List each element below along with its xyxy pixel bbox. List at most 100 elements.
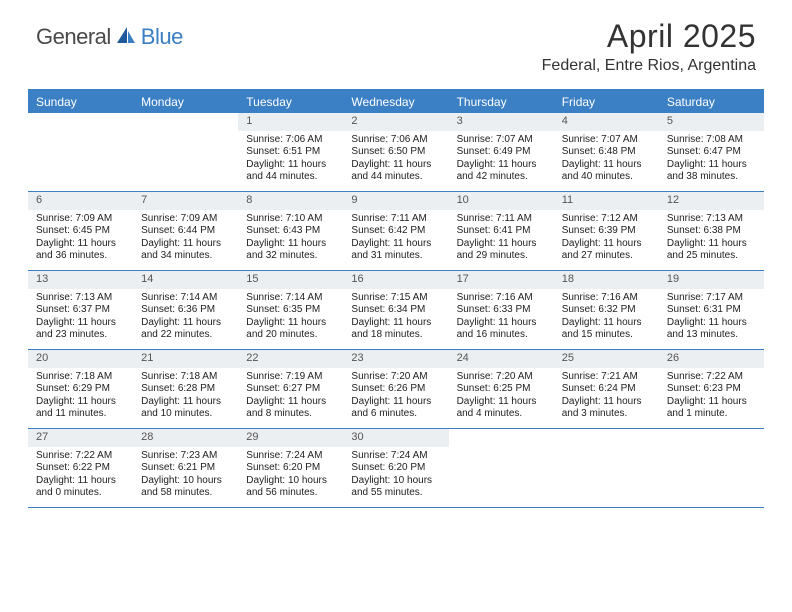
logo-text-blue: Blue (141, 24, 183, 50)
day-d1: Daylight: 11 hours (351, 396, 440, 409)
month-title: April 2025 (542, 18, 756, 55)
day-sunset: Sunset: 6:36 PM (141, 304, 230, 317)
day-d1: Daylight: 11 hours (457, 396, 546, 409)
day-details: Sunrise: 7:20 AMSunset: 6:26 PMDaylight:… (343, 368, 448, 425)
day-sunset: Sunset: 6:51 PM (246, 146, 335, 159)
day-cell: 25Sunrise: 7:21 AMSunset: 6:24 PMDayligh… (554, 350, 659, 428)
day-details: Sunrise: 7:08 AMSunset: 6:47 PMDaylight:… (659, 131, 764, 188)
day-sunset: Sunset: 6:27 PM (246, 383, 335, 396)
day-d2: and 18 minutes. (351, 329, 440, 342)
day-sunrise: Sunrise: 7:12 AM (562, 213, 651, 226)
day-sunrise: Sunrise: 7:15 AM (351, 292, 440, 305)
day-sunset: Sunset: 6:23 PM (667, 383, 756, 396)
day-cell: 28Sunrise: 7:23 AMSunset: 6:21 PMDayligh… (133, 429, 238, 507)
day-d1: Daylight: 11 hours (141, 396, 230, 409)
day-d1: Daylight: 11 hours (562, 238, 651, 251)
empty-cell (28, 113, 133, 191)
day-number: 29 (238, 429, 343, 447)
day-d2: and 1 minute. (667, 408, 756, 421)
day-cell: 21Sunrise: 7:18 AMSunset: 6:28 PMDayligh… (133, 350, 238, 428)
day-sunset: Sunset: 6:42 PM (351, 225, 440, 238)
sail-icon (115, 25, 137, 50)
day-sunrise: Sunrise: 7:19 AM (246, 371, 335, 384)
day-cell: 27Sunrise: 7:22 AMSunset: 6:22 PMDayligh… (28, 429, 133, 507)
day-d1: Daylight: 10 hours (141, 475, 230, 488)
day-details: Sunrise: 7:16 AMSunset: 6:33 PMDaylight:… (449, 289, 554, 346)
logo-text-general: General (36, 24, 111, 50)
day-sunset: Sunset: 6:50 PM (351, 146, 440, 159)
day-sunrise: Sunrise: 7:18 AM (36, 371, 125, 384)
day-number: 16 (343, 271, 448, 289)
day-cell: 29Sunrise: 7:24 AMSunset: 6:20 PMDayligh… (238, 429, 343, 507)
day-d1: Daylight: 11 hours (351, 159, 440, 172)
header: General Blue April 2025 Federal, Entre R… (0, 0, 792, 83)
day-number: 24 (449, 350, 554, 368)
day-d1: Daylight: 11 hours (36, 238, 125, 251)
day-details: Sunrise: 7:11 AMSunset: 6:42 PMDaylight:… (343, 210, 448, 267)
day-d1: Daylight: 11 hours (667, 317, 756, 330)
day-sunrise: Sunrise: 7:06 AM (246, 134, 335, 147)
day-number: 28 (133, 429, 238, 447)
day-d2: and 15 minutes. (562, 329, 651, 342)
day-details: Sunrise: 7:14 AMSunset: 6:36 PMDaylight:… (133, 289, 238, 346)
day-d2: and 22 minutes. (141, 329, 230, 342)
day-number: 10 (449, 192, 554, 210)
day-cell: 6Sunrise: 7:09 AMSunset: 6:45 PMDaylight… (28, 192, 133, 270)
day-d2: and 0 minutes. (36, 487, 125, 500)
day-number: 25 (554, 350, 659, 368)
day-number: 11 (554, 192, 659, 210)
day-details: Sunrise: 7:06 AMSunset: 6:51 PMDaylight:… (238, 131, 343, 188)
day-d2: and 58 minutes. (141, 487, 230, 500)
day-sunrise: Sunrise: 7:24 AM (246, 450, 335, 463)
day-sunset: Sunset: 6:49 PM (457, 146, 546, 159)
calendar: Sunday Monday Tuesday Wednesday Thursday… (28, 89, 764, 508)
day-details: Sunrise: 7:09 AMSunset: 6:45 PMDaylight:… (28, 210, 133, 267)
day-details: Sunrise: 7:22 AMSunset: 6:22 PMDaylight:… (28, 447, 133, 504)
day-sunset: Sunset: 6:44 PM (141, 225, 230, 238)
day-sunrise: Sunrise: 7:22 AM (36, 450, 125, 463)
day-number: 23 (343, 350, 448, 368)
logo: General Blue (36, 24, 183, 50)
day-cell: 11Sunrise: 7:12 AMSunset: 6:39 PMDayligh… (554, 192, 659, 270)
day-cell: 4Sunrise: 7:07 AMSunset: 6:48 PMDaylight… (554, 113, 659, 191)
day-d1: Daylight: 11 hours (36, 317, 125, 330)
day-details: Sunrise: 7:18 AMSunset: 6:29 PMDaylight:… (28, 368, 133, 425)
day-header-sunday: Sunday (28, 91, 133, 113)
day-d1: Daylight: 11 hours (562, 396, 651, 409)
day-sunset: Sunset: 6:26 PM (351, 383, 440, 396)
day-sunset: Sunset: 6:20 PM (351, 462, 440, 475)
day-number: 18 (554, 271, 659, 289)
day-details: Sunrise: 7:22 AMSunset: 6:23 PMDaylight:… (659, 368, 764, 425)
day-cell: 16Sunrise: 7:15 AMSunset: 6:34 PMDayligh… (343, 271, 448, 349)
day-sunset: Sunset: 6:31 PM (667, 304, 756, 317)
day-header-friday: Friday (554, 91, 659, 113)
day-details: Sunrise: 7:07 AMSunset: 6:48 PMDaylight:… (554, 131, 659, 188)
day-cell: 23Sunrise: 7:20 AMSunset: 6:26 PMDayligh… (343, 350, 448, 428)
day-sunrise: Sunrise: 7:09 AM (141, 213, 230, 226)
day-sunrise: Sunrise: 7:21 AM (562, 371, 651, 384)
day-sunset: Sunset: 6:25 PM (457, 383, 546, 396)
day-d2: and 8 minutes. (246, 408, 335, 421)
day-d1: Daylight: 11 hours (457, 238, 546, 251)
day-sunset: Sunset: 6:47 PM (667, 146, 756, 159)
day-cell: 10Sunrise: 7:11 AMSunset: 6:41 PMDayligh… (449, 192, 554, 270)
day-details: Sunrise: 7:14 AMSunset: 6:35 PMDaylight:… (238, 289, 343, 346)
day-details: Sunrise: 7:24 AMSunset: 6:20 PMDaylight:… (343, 447, 448, 504)
day-sunrise: Sunrise: 7:09 AM (36, 213, 125, 226)
day-header-tuesday: Tuesday (238, 91, 343, 113)
day-d2: and 10 minutes. (141, 408, 230, 421)
day-d2: and 36 minutes. (36, 250, 125, 263)
day-sunset: Sunset: 6:22 PM (36, 462, 125, 475)
day-sunrise: Sunrise: 7:14 AM (141, 292, 230, 305)
empty-cell (449, 429, 554, 507)
calendar-body: 1Sunrise: 7:06 AMSunset: 6:51 PMDaylight… (28, 113, 764, 508)
day-cell: 17Sunrise: 7:16 AMSunset: 6:33 PMDayligh… (449, 271, 554, 349)
day-details: Sunrise: 7:20 AMSunset: 6:25 PMDaylight:… (449, 368, 554, 425)
day-details: Sunrise: 7:13 AMSunset: 6:37 PMDaylight:… (28, 289, 133, 346)
day-sunrise: Sunrise: 7:13 AM (36, 292, 125, 305)
day-cell: 5Sunrise: 7:08 AMSunset: 6:47 PMDaylight… (659, 113, 764, 191)
day-sunset: Sunset: 6:45 PM (36, 225, 125, 238)
day-d1: Daylight: 11 hours (246, 317, 335, 330)
day-cell: 13Sunrise: 7:13 AMSunset: 6:37 PMDayligh… (28, 271, 133, 349)
day-details: Sunrise: 7:24 AMSunset: 6:20 PMDaylight:… (238, 447, 343, 504)
